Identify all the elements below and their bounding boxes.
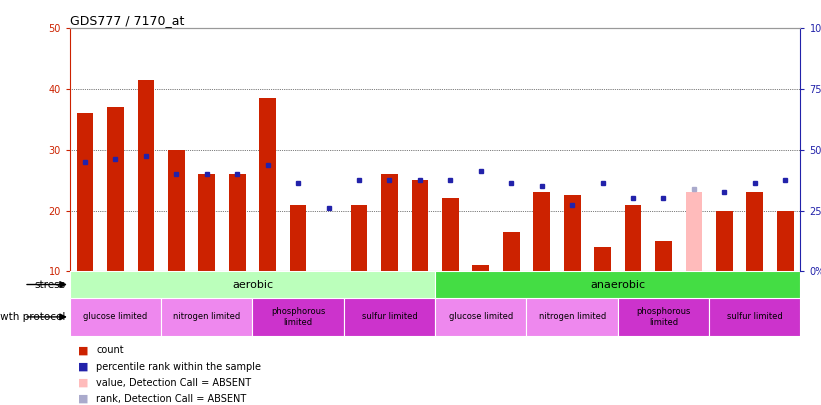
Bar <box>746 192 764 271</box>
Text: GDS777 / 7170_at: GDS777 / 7170_at <box>70 14 184 27</box>
Bar <box>76 113 94 271</box>
Text: sulfur limited: sulfur limited <box>727 312 782 322</box>
Bar <box>381 174 398 271</box>
Bar <box>503 232 520 271</box>
Bar <box>259 98 276 271</box>
Text: stress: stress <box>34 279 66 290</box>
Bar <box>625 205 641 271</box>
Text: rank, Detection Call = ABSENT: rank, Detection Call = ABSENT <box>96 394 246 404</box>
Bar <box>344 298 435 336</box>
Text: ■: ■ <box>78 345 89 355</box>
Text: phosphorous
limited: phosphorous limited <box>271 307 325 326</box>
Text: value, Detection Call = ABSENT: value, Detection Call = ABSENT <box>96 378 251 388</box>
Text: glucose limited: glucose limited <box>83 312 148 322</box>
Text: sulfur limited: sulfur limited <box>361 312 417 322</box>
Bar <box>534 192 550 271</box>
Text: phosphorous
limited: phosphorous limited <box>636 307 690 326</box>
Bar <box>253 298 344 336</box>
Bar <box>168 150 185 271</box>
Text: count: count <box>96 345 124 355</box>
Text: ■: ■ <box>78 394 89 404</box>
Bar <box>716 211 732 271</box>
Bar <box>709 298 800 336</box>
Bar <box>138 80 154 271</box>
Bar <box>526 298 618 336</box>
Bar <box>435 271 800 298</box>
Bar <box>655 241 672 271</box>
Bar <box>229 174 245 271</box>
Bar <box>472 265 489 271</box>
Text: anaerobic: anaerobic <box>590 279 645 290</box>
Bar <box>564 195 580 271</box>
Bar <box>594 247 611 271</box>
Text: nitrogen limited: nitrogen limited <box>539 312 606 322</box>
Bar <box>351 205 367 271</box>
Text: ■: ■ <box>78 378 89 388</box>
Bar <box>199 174 215 271</box>
Text: percentile rank within the sample: percentile rank within the sample <box>96 362 261 371</box>
Bar <box>290 205 306 271</box>
Text: ■: ■ <box>78 362 89 371</box>
Bar <box>777 211 794 271</box>
Bar <box>161 298 253 336</box>
Bar <box>107 107 124 271</box>
Bar <box>686 192 702 271</box>
Bar <box>70 271 435 298</box>
Text: aerobic: aerobic <box>232 279 273 290</box>
Text: growth protocol: growth protocol <box>0 312 66 322</box>
Bar <box>435 298 526 336</box>
Bar <box>442 198 459 271</box>
Text: nitrogen limited: nitrogen limited <box>173 312 241 322</box>
Bar <box>411 180 429 271</box>
Bar <box>618 298 709 336</box>
Text: glucose limited: glucose limited <box>448 312 513 322</box>
Bar <box>70 298 161 336</box>
